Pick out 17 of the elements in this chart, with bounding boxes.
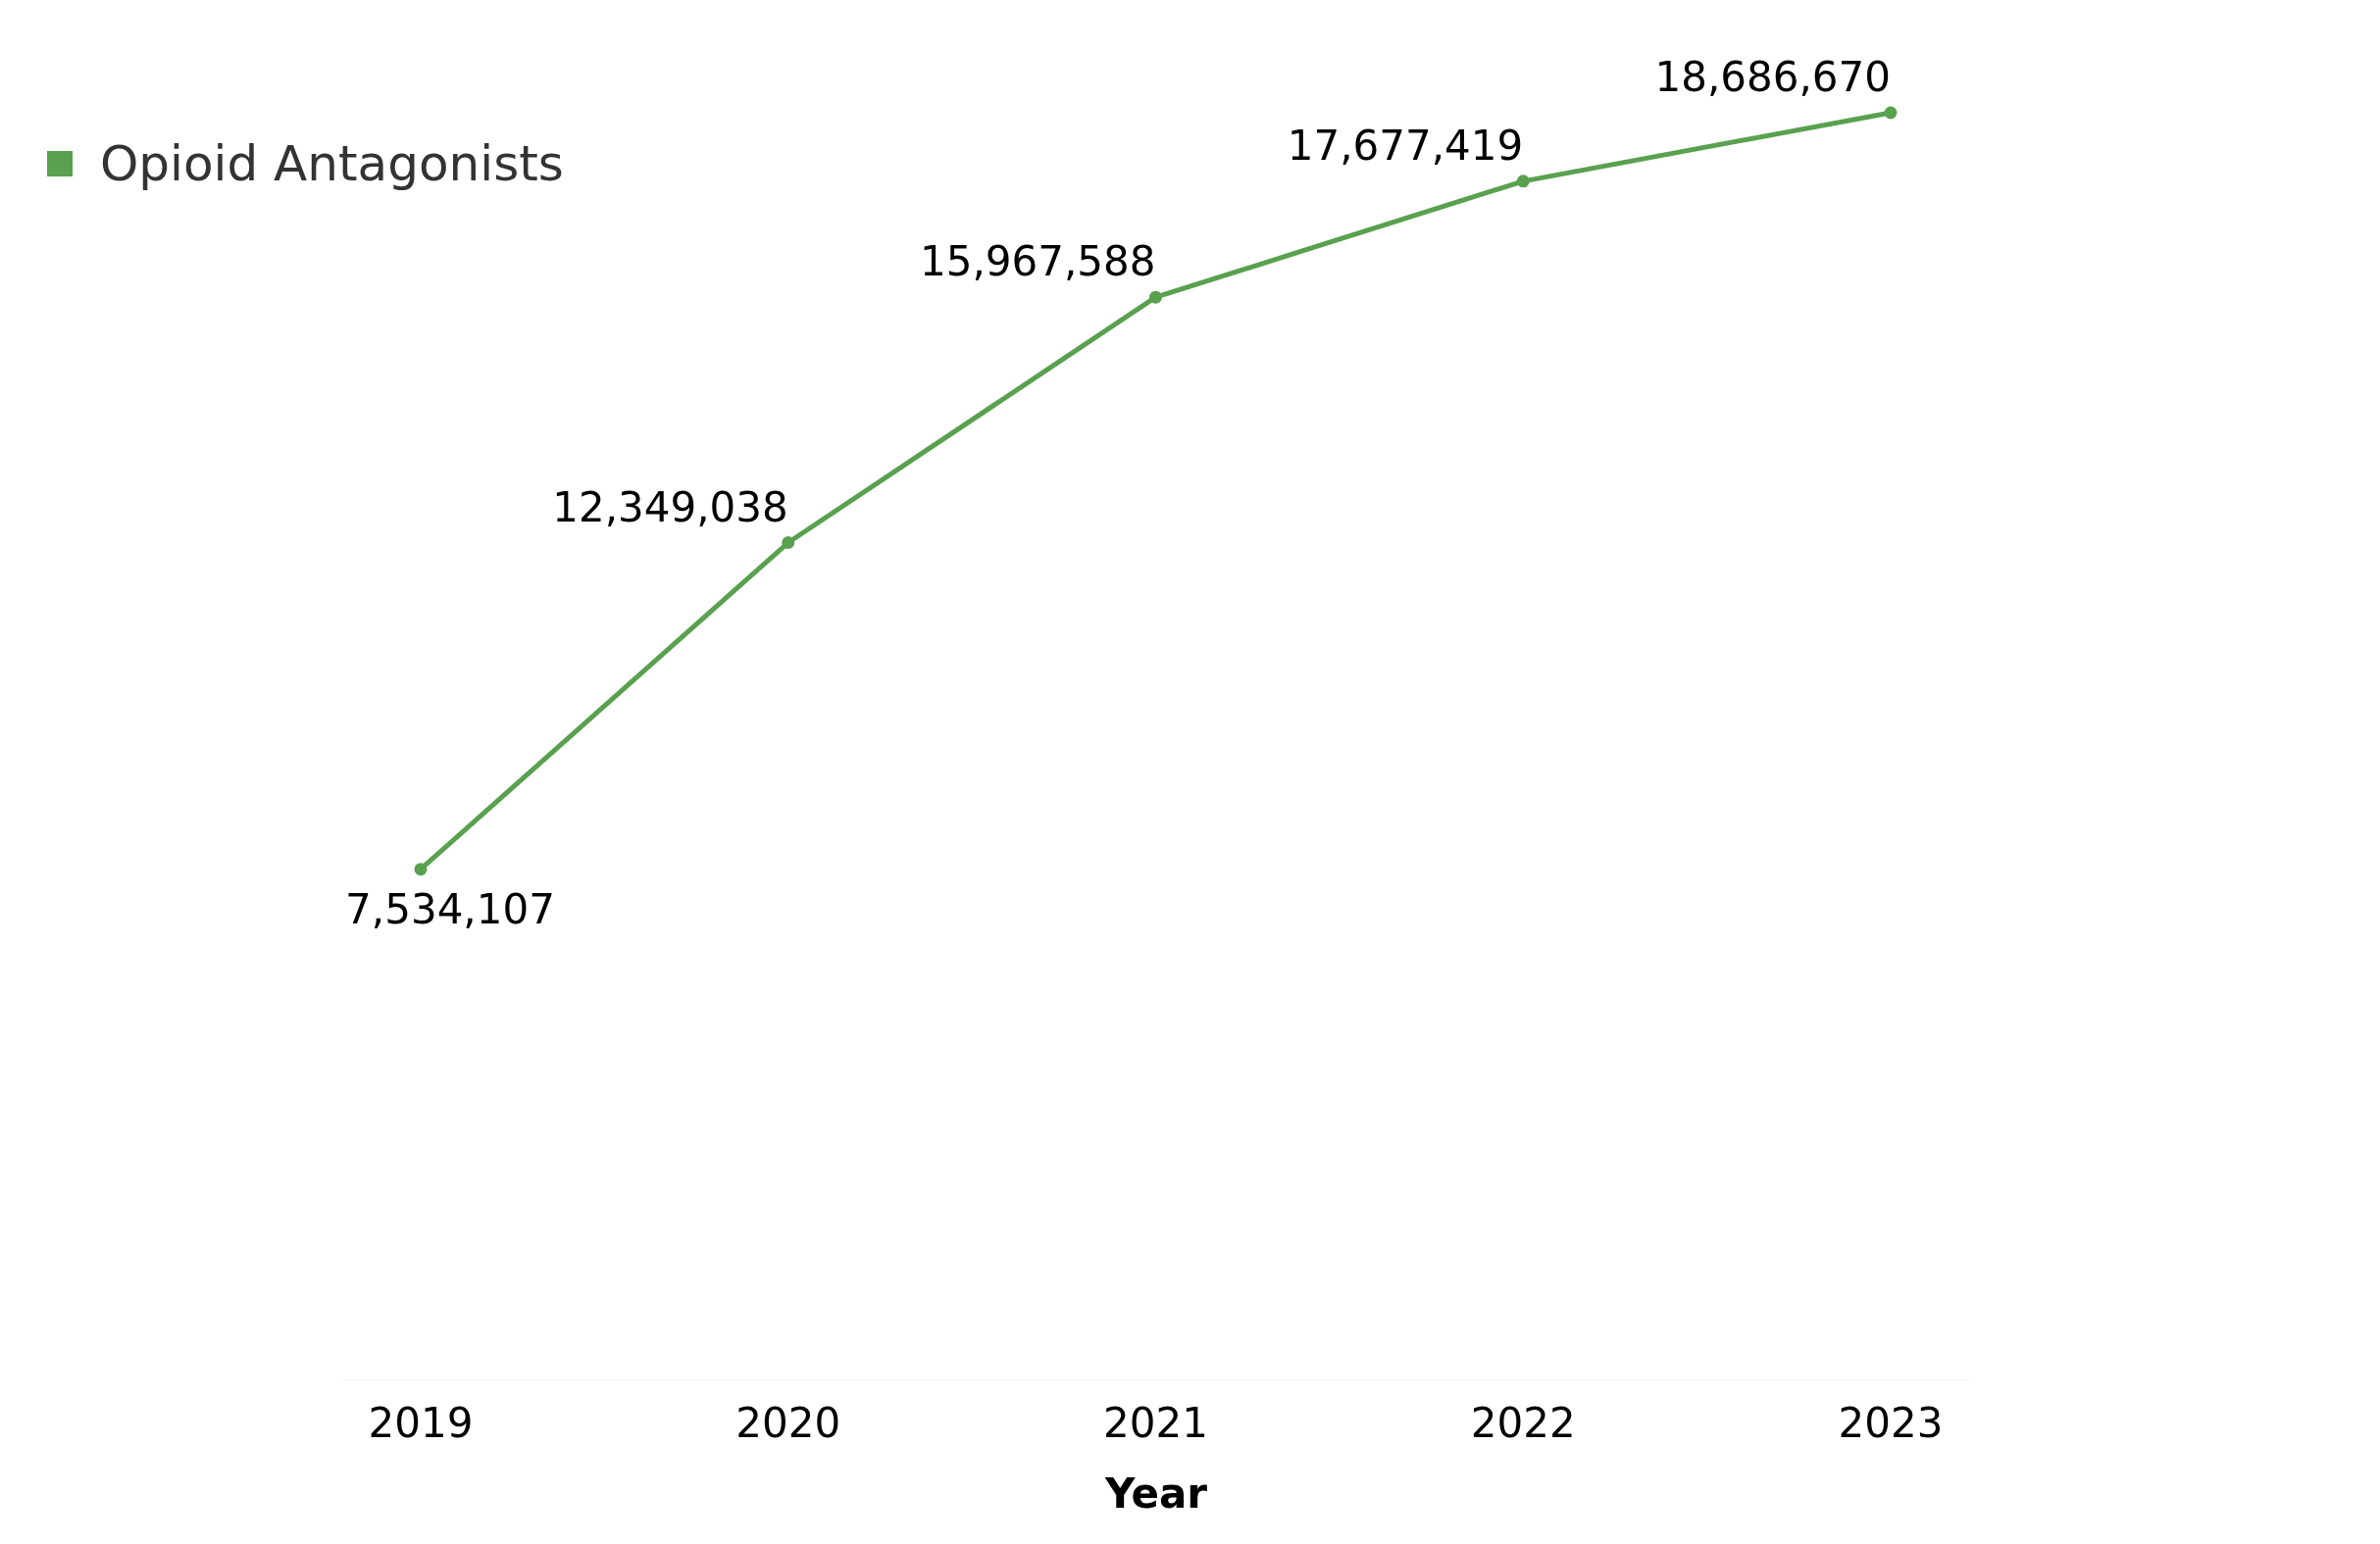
legend-label: Opioid Antagonists — [100, 135, 564, 192]
point — [1149, 290, 1162, 304]
x-tick-label: 2021 — [1103, 1398, 1208, 1447]
data-label: 7,534,107 — [345, 884, 555, 933]
point — [414, 863, 428, 876]
point — [1516, 174, 1530, 188]
x-tick-label: 2023 — [1838, 1398, 1944, 1447]
point — [1884, 106, 1898, 120]
point — [782, 536, 795, 550]
x-tick-label: 2022 — [1470, 1398, 1576, 1447]
x-axis-title: Year — [1103, 1469, 1208, 1518]
data-label: 12,349,038 — [552, 482, 788, 531]
data-label: 15,967,588 — [920, 237, 1156, 286]
data-label: 18,686,670 — [1654, 53, 1891, 101]
x-tick-label: 2020 — [735, 1398, 841, 1447]
data-label: 17,677,419 — [1287, 121, 1524, 170]
x-tick-label: 2019 — [368, 1398, 474, 1447]
